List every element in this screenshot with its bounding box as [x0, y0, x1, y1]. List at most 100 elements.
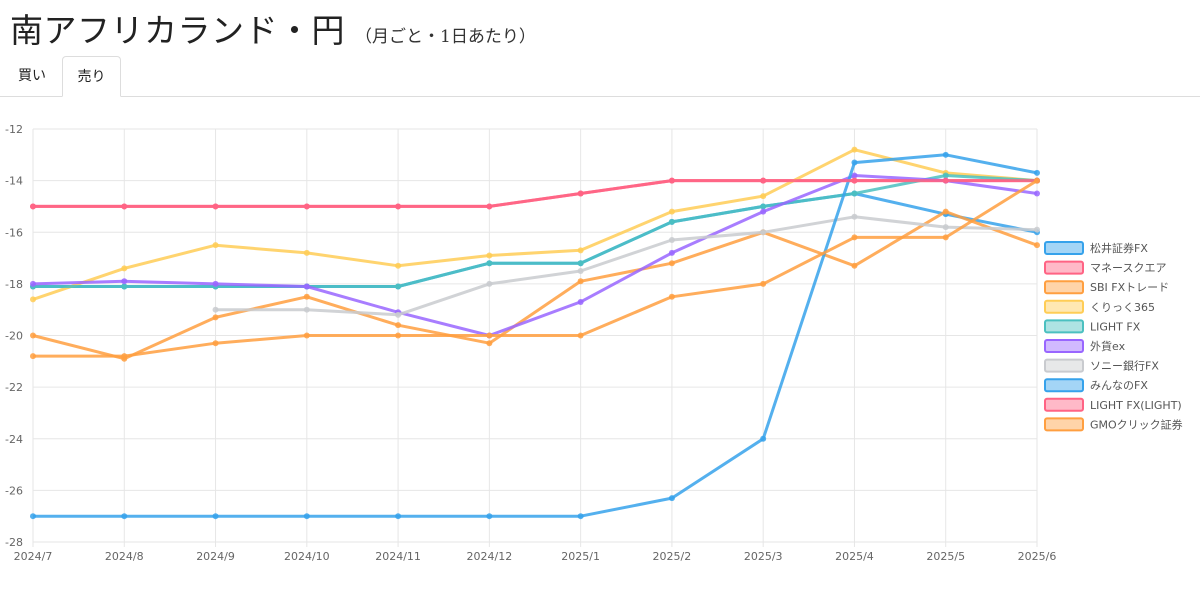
x-tick-label: 2025/1: [561, 550, 600, 563]
data-point: [668, 208, 675, 215]
y-tick-label: -20: [5, 330, 23, 343]
legend-item[interactable]: くりっく365: [1044, 299, 1155, 314]
tab-bar: 買い 売り: [0, 56, 1200, 97]
data-point: [121, 278, 128, 285]
data-point: [212, 306, 219, 313]
series-line: [33, 179, 1038, 358]
legend-item[interactable]: 外貨ex: [1044, 339, 1126, 353]
series-line: [32, 174, 1038, 337]
legend-swatch: [1044, 378, 1084, 393]
series-1: [30, 177, 1040, 210]
data-point: [577, 278, 584, 285]
data-point: [303, 249, 310, 256]
legend-label: くりっく365: [1090, 301, 1155, 314]
data-point: [486, 252, 493, 259]
page-title-row: 南アフリカランド・円 （月ごと・1日あたり）: [10, 4, 536, 50]
series-6: [212, 213, 1040, 318]
legend-label: GMOクリック証券: [1090, 417, 1183, 431]
legend-item[interactable]: GMOクリック証券: [1044, 417, 1183, 432]
legend-swatch: [1044, 260, 1084, 275]
series-line: [33, 153, 1038, 518]
legend-item[interactable]: 松井証券FX: [1044, 241, 1148, 255]
y-tick-label: -22: [5, 381, 23, 394]
data-point: [30, 513, 36, 520]
data-point: [577, 332, 584, 339]
x-tick-label: 2025/2: [653, 550, 692, 563]
y-tick-label: -26: [5, 484, 23, 497]
x-axis-ticks: 2024/7 2024/8 2024/9 2024/10 2024/11 2024/12 2…: [14, 550, 1057, 563]
x-tick-label: 2025/5: [926, 550, 965, 563]
data-point: [760, 203, 767, 210]
legend-swatch: [1044, 397, 1084, 412]
data-point: [942, 224, 949, 231]
data-point: [851, 159, 858, 166]
legend-item[interactable]: みんなのFX: [1044, 378, 1148, 393]
data-point: [851, 190, 858, 197]
legend-swatch: [1044, 358, 1084, 373]
series-line: [215, 215, 1038, 317]
data-point: [577, 190, 584, 197]
page-title: 南アフリカランド・円: [10, 11, 345, 50]
data-point: [851, 234, 858, 241]
series-line: [33, 179, 1037, 208]
series-line: [33, 174, 1038, 288]
data-point: [212, 340, 219, 347]
legend-label: ソニー銀行FX: [1090, 359, 1159, 373]
legend-item[interactable]: LIGHT FX: [1044, 319, 1141, 334]
data-point: [395, 203, 402, 210]
x-tick-label: 2024/11: [375, 550, 421, 563]
data-point: [1034, 242, 1040, 249]
y-tick-label: -18: [5, 278, 23, 291]
legend-item[interactable]: ソニー銀行FX: [1044, 358, 1159, 373]
data-point: [30, 353, 36, 360]
tab-sell[interactable]: 売り: [62, 56, 121, 97]
data-point: [303, 513, 310, 520]
data-point: [577, 247, 584, 254]
legend-item[interactable]: SBI FXトレード: [1044, 280, 1169, 294]
x-tick-label: 2025/6: [1018, 550, 1057, 563]
series-line: [33, 179, 1037, 208]
tab-buy[interactable]: 買い: [18, 68, 46, 84]
data-point: [486, 260, 493, 267]
data-point: [851, 262, 858, 269]
data-point: [121, 203, 128, 210]
series-7: [30, 151, 1040, 520]
data-point: [30, 280, 36, 287]
legend-item[interactable]: マネースクエア: [1044, 260, 1166, 275]
x-tick-label: 2024/9: [196, 550, 235, 563]
legend-label: 外貨ex: [1090, 339, 1126, 353]
data-point: [577, 298, 584, 305]
data-point: [942, 172, 949, 179]
y-tick-label: -16: [5, 226, 23, 239]
legend-item[interactable]: LIGHT FX(LIGHT): [1044, 397, 1182, 412]
data-point: [942, 208, 949, 215]
data-point: [577, 260, 584, 267]
data-point: [212, 280, 219, 287]
legend-swatch: [1044, 299, 1084, 314]
page-subtitle: （月ごと・1日あたり）: [355, 27, 536, 47]
data-point: [577, 267, 584, 274]
data-point: [395, 262, 402, 269]
data-point: [212, 203, 219, 210]
data-point: [121, 283, 128, 290]
data-point: [668, 236, 675, 243]
data-point: [486, 280, 493, 287]
x-tick-label: 2024/10: [284, 550, 330, 563]
chart-grid: [32, 128, 1038, 547]
data-point: [303, 283, 310, 290]
x-tick-label: 2024/12: [467, 550, 513, 563]
series-line: [32, 148, 1038, 301]
data-point: [1034, 169, 1040, 176]
data-point: [212, 314, 219, 321]
legend-swatch: [1044, 339, 1084, 353]
data-point: [395, 283, 402, 290]
y-tick-label: -24: [5, 433, 23, 446]
data-point: [851, 146, 858, 153]
data-point: [1034, 190, 1040, 197]
data-point: [760, 177, 767, 184]
data-point: [212, 513, 219, 520]
y-tick-label: -12: [5, 123, 23, 136]
legend-label: マネースクエア: [1090, 262, 1166, 275]
data-point: [1034, 177, 1040, 184]
